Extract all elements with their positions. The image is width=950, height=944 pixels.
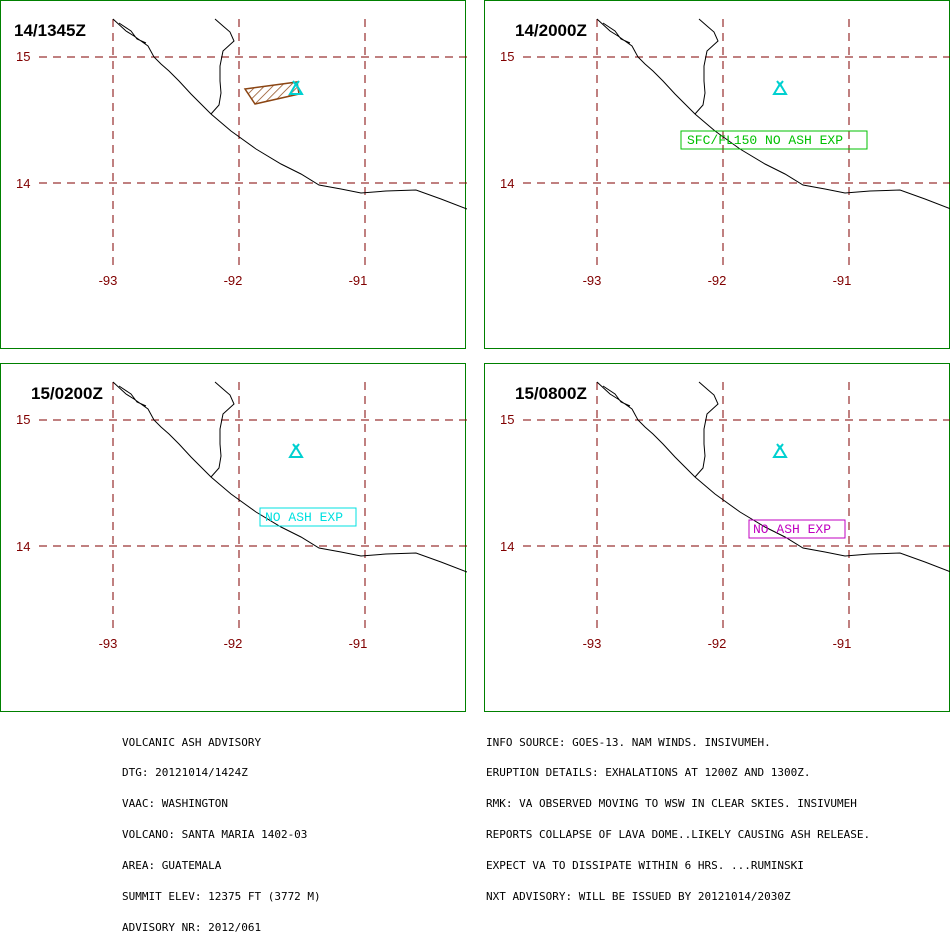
coastline (596, 18, 950, 210)
forecast-label-box (680, 130, 868, 150)
lon-label-93: -93 (99, 273, 118, 288)
advisory-line: VOLCANIC ASH ADVISORY (122, 735, 262, 749)
volcano-triangle-icon (288, 443, 304, 458)
advisory-line: EXPECT VA TO DISSIPATE WITHIN 6 HRS. ...… (486, 859, 804, 873)
coastline (112, 381, 467, 573)
map-canvas: 14/1345Z 15 14 -93 -92 -91 (14, 18, 467, 288)
map-panel-3: NO ASH EXP 15/0200Z 15 14 -93 -92 -91 (0, 363, 467, 712)
volcano-triangle-icon (772, 80, 788, 95)
lon-label-91: -91 (349, 273, 368, 288)
panel-title: 14/1345Z (14, 21, 86, 40)
volcano-triangle-icon (288, 443, 304, 458)
lon-label-92: -92 (224, 636, 243, 651)
forecast-label: SFC/FL150 NO ASH EXP (687, 133, 843, 148)
lon-label-92: -92 (224, 273, 243, 288)
map-canvas: NO ASH EXP 15/0800Z 15 14 -93 -92 -91 (500, 381, 950, 651)
lon-label-91: -91 (349, 636, 368, 651)
lat-label-14: 14 (16, 539, 30, 554)
lat-label-14: 14 (500, 539, 514, 554)
lat-label-14: 14 (500, 176, 514, 191)
advisory-line: ADVISORY NR: 2012/061 (122, 920, 262, 934)
volcano-triangle-icon (288, 80, 304, 95)
lon-label-93: -93 (583, 273, 602, 288)
advisory-line: VOLCANO: SANTA MARIA 1402-03 (122, 828, 308, 842)
advisory-line: RMK: VA OBSERVED MOVING TO WSW IN CLEAR … (486, 797, 857, 811)
advisory-line: ERUPTION DETAILS: EXHALATIONS AT 1200Z A… (486, 766, 811, 780)
advisory-line: NXT ADVISORY: WILL BE ISSUED BY 20121014… (486, 890, 791, 904)
lat-label-14: 14 (16, 176, 30, 191)
advisory-line: VAAC: WASHINGTON (122, 797, 228, 811)
lat-lon-grid (523, 382, 950, 630)
lat-label-15: 15 (500, 412, 514, 427)
forecast-label-box (259, 507, 357, 527)
panel-title: 15/0800Z (515, 384, 587, 403)
lon-label-91: -91 (833, 636, 852, 651)
advisory-line: AREA: GUATEMALA (122, 859, 222, 873)
map-canvas: NO ASH EXP 15/0200Z 15 14 -93 -92 -91 (16, 381, 467, 651)
advisory-line: INFO SOURCE: GOES-13. NAM WINDS. INSIVUM… (486, 735, 771, 749)
map-panel-4: NO ASH EXP 15/0800Z 15 14 -93 -92 -91 (484, 363, 950, 712)
advisory-line: DTG: 20121014/1424Z (122, 766, 248, 780)
map-canvas: SFC/FL150 NO ASH EXP 14/2000Z 15 14 -93 … (500, 18, 950, 288)
advisory-remarks-block: INFO SOURCE: GOES-13. NAM WINDS. INSIVUM… (486, 717, 870, 913)
volcano-triangle-icon (772, 443, 788, 458)
panel-title: 15/0200Z (31, 384, 103, 403)
lat-lon-grid (39, 382, 467, 630)
forecast-label: NO ASH EXP (265, 510, 343, 525)
volcano-triangle-icon (772, 80, 788, 95)
advisory-line: SUMMIT ELEV: 12375 FT (3772 M) (122, 890, 321, 904)
panel-title: 14/2000Z (515, 21, 587, 40)
lat-label-15: 15 (16, 49, 30, 64)
volcano-triangle-icon (772, 443, 788, 458)
lon-label-93: -93 (99, 636, 118, 651)
coastline (596, 381, 950, 573)
forecast-label-box (748, 519, 846, 539)
lon-label-93: -93 (583, 636, 602, 651)
lon-label-92: -92 (708, 636, 727, 651)
lat-lon-grid (39, 19, 467, 267)
lat-label-15: 15 (16, 412, 30, 427)
advisory-line: REPORTS COLLAPSE OF LAVA DOME..LIKELY CA… (486, 828, 871, 842)
map-panel-2: SFC/FL150 NO ASH EXP 14/2000Z 15 14 -93 … (484, 0, 950, 349)
forecast-label: NO ASH EXP (753, 522, 831, 537)
lon-label-92: -92 (708, 273, 727, 288)
lat-lon-grid (523, 19, 950, 267)
advisory-header-block: VOLCANIC ASH ADVISORY DTG: 20121014/1424… (122, 717, 321, 944)
coastline (112, 18, 467, 210)
lon-label-91: -91 (833, 273, 852, 288)
map-panel-1: 14/1345Z 15 14 -93 -92 -91 (0, 0, 467, 349)
lat-label-15: 15 (500, 49, 514, 64)
volcano-triangle-icon (288, 80, 304, 95)
